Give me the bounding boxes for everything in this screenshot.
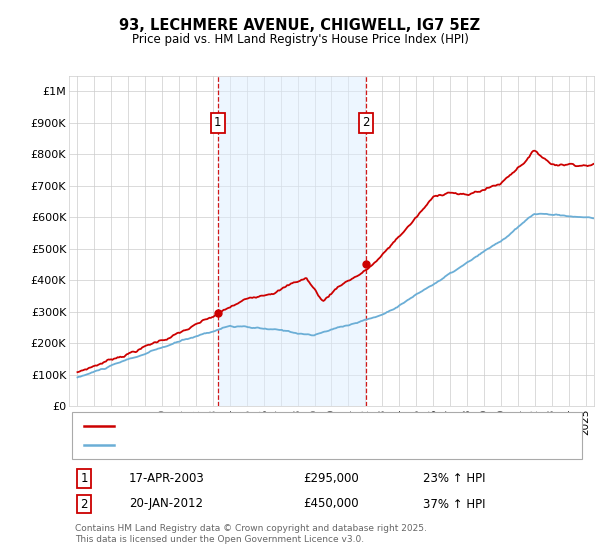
Point <box>213 309 223 318</box>
Text: £295,000: £295,000 <box>303 472 359 486</box>
Text: Price paid vs. HM Land Registry's House Price Index (HPI): Price paid vs. HM Land Registry's House … <box>131 32 469 46</box>
Text: 1: 1 <box>214 116 221 129</box>
Text: 20-JAN-2012: 20-JAN-2012 <box>129 497 203 511</box>
Text: Contains HM Land Registry data © Crown copyright and database right 2025.
This d: Contains HM Land Registry data © Crown c… <box>75 524 427 544</box>
Text: 2: 2 <box>80 497 88 511</box>
Text: HPI: Average price, semi-detached house, Epping Forest: HPI: Average price, semi-detached house,… <box>121 440 414 450</box>
Text: 37% ↑ HPI: 37% ↑ HPI <box>423 497 485 511</box>
Text: 23% ↑ HPI: 23% ↑ HPI <box>423 472 485 486</box>
Text: 1: 1 <box>80 472 88 486</box>
Text: 2: 2 <box>362 116 370 129</box>
Point <box>361 260 371 269</box>
Text: 17-APR-2003: 17-APR-2003 <box>129 472 205 486</box>
Text: £450,000: £450,000 <box>303 497 359 511</box>
Text: 93, LECHMERE AVENUE, CHIGWELL, IG7 5EZ: 93, LECHMERE AVENUE, CHIGWELL, IG7 5EZ <box>119 18 481 32</box>
Text: 93, LECHMERE AVENUE, CHIGWELL, IG7 5EZ (semi-detached house): 93, LECHMERE AVENUE, CHIGWELL, IG7 5EZ (… <box>121 421 475 431</box>
Bar <box>218 76 366 406</box>
